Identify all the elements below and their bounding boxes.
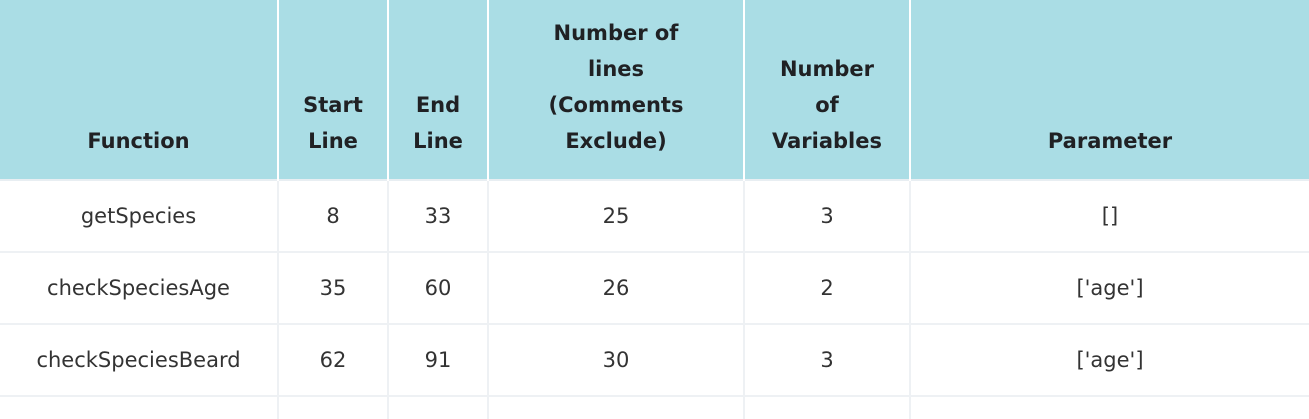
cell-parameter: [] xyxy=(910,180,1309,253)
cell-start-line: 8 xyxy=(278,180,389,253)
cell-number-of-lines: 26 xyxy=(488,252,745,325)
cell-end-line: 33 xyxy=(388,180,489,253)
cell-parameter: ['age'] xyxy=(910,252,1309,325)
header-function: Function xyxy=(0,0,279,180)
cell-number-of-variables: 2 xyxy=(744,252,911,325)
header-end-line-line-1: End xyxy=(415,93,461,117)
header-number-of-variables-line-3: Variables xyxy=(772,129,882,153)
header-number-of-variables: Number of Variables xyxy=(744,0,911,180)
header-end-line-line-2: Line xyxy=(413,129,463,153)
header-number-of-lines-line-2: lines xyxy=(587,57,645,81)
cell-parameter: ['age'] xyxy=(910,324,1309,397)
cell-end-line: 60 xyxy=(388,252,489,325)
cell-start-line: 35 xyxy=(278,252,389,325)
header-number-of-lines-line-4: Exclude) xyxy=(565,129,667,153)
table-row: getSpecies 8 33 25 3 [] xyxy=(0,180,1309,253)
cell-empty xyxy=(488,396,745,419)
header-function-line-1: Function xyxy=(87,129,190,153)
table-row-partial xyxy=(0,396,1309,419)
cell-start-line: 62 xyxy=(278,324,389,397)
cell-function: checkSpeciesBeard xyxy=(0,324,279,397)
header-number-of-lines: Number of lines (Comments Exclude) xyxy=(488,0,745,180)
header-parameter: Parameter xyxy=(910,0,1309,180)
header-start-line-line-2: Line xyxy=(308,129,358,153)
header-start-line-line-1: Start xyxy=(303,93,363,117)
cell-number-of-variables: 3 xyxy=(744,180,911,253)
table-row: checkSpeciesBeard 62 91 30 3 ['age'] xyxy=(0,324,1309,397)
header-number-of-lines-line-1: Number of xyxy=(553,21,679,45)
header-end-line: End Line xyxy=(388,0,489,180)
table-header: Function Start Line End Line Number of l… xyxy=(0,0,1309,180)
header-parameter-line-1: Parameter xyxy=(1047,129,1173,153)
cell-end-line: 91 xyxy=(388,324,489,397)
cell-number-of-variables: 3 xyxy=(744,324,911,397)
header-start-line: Start Line xyxy=(278,0,389,180)
header-number-of-variables-line-2: of xyxy=(815,93,839,117)
cell-number-of-lines: 30 xyxy=(488,324,745,397)
cell-number-of-lines: 25 xyxy=(488,180,745,253)
header-number-of-variables-line-1: Number xyxy=(779,57,875,81)
table-body: getSpecies 8 33 25 3 [] checkSpeciesAge … xyxy=(0,180,1309,419)
cell-empty xyxy=(910,396,1309,419)
header-number-of-lines-line-3: (Comments xyxy=(548,93,684,117)
cell-empty xyxy=(278,396,389,419)
cell-empty xyxy=(388,396,489,419)
cell-function: checkSpeciesAge xyxy=(0,252,279,325)
header-row: Function Start Line End Line Number of l… xyxy=(0,0,1309,180)
table-row: checkSpeciesAge 35 60 26 2 ['age'] xyxy=(0,252,1309,325)
cell-empty xyxy=(744,396,911,419)
cell-empty xyxy=(0,396,279,419)
cell-function: getSpecies xyxy=(0,180,279,253)
